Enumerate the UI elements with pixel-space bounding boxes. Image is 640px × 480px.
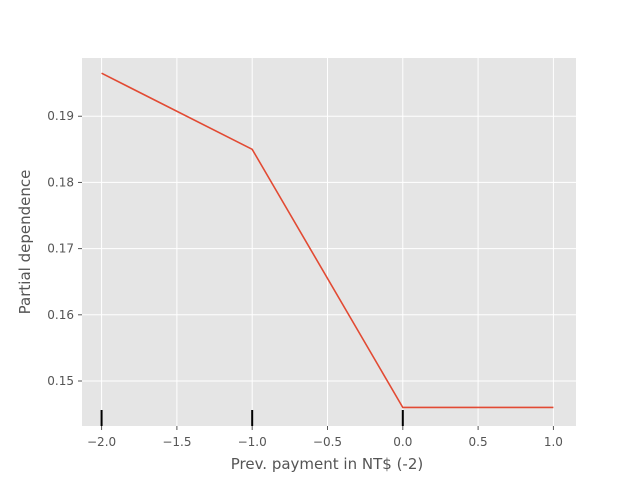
y-axis-label: Partial dependence bbox=[16, 170, 34, 315]
x-tick-label: −0.5 bbox=[313, 435, 342, 449]
x-tick-label: −2.0 bbox=[87, 435, 116, 449]
plot-background bbox=[82, 58, 576, 426]
grid bbox=[82, 58, 576, 426]
x-axis-ticks: −2.0 −1.5 −1.0 −0.5 0.0 0.5 1.0 bbox=[87, 426, 563, 449]
rug-marks bbox=[100, 410, 404, 426]
series-line-0 bbox=[101, 72, 554, 409]
y-axis-ticks: 0.15 0.16 0.17 0.18 0.19 bbox=[47, 109, 82, 388]
x-tick-label: −1.0 bbox=[238, 435, 267, 449]
y-tick-label: 0.19 bbox=[47, 109, 74, 123]
x-tick-label: 0.5 bbox=[469, 435, 488, 449]
x-tick-label: −1.5 bbox=[162, 435, 191, 449]
series bbox=[101, 72, 554, 409]
x-tick-label: 0.0 bbox=[393, 435, 412, 449]
x-axis-label: Prev. payment in NT$ (-2) bbox=[231, 455, 423, 473]
y-tick-label: 0.17 bbox=[47, 242, 74, 256]
y-tick-label: 0.15 bbox=[47, 374, 74, 388]
y-tick-label: 0.16 bbox=[47, 308, 74, 322]
x-tick-label: 1.0 bbox=[544, 435, 563, 449]
y-tick-label: 0.18 bbox=[47, 175, 74, 189]
